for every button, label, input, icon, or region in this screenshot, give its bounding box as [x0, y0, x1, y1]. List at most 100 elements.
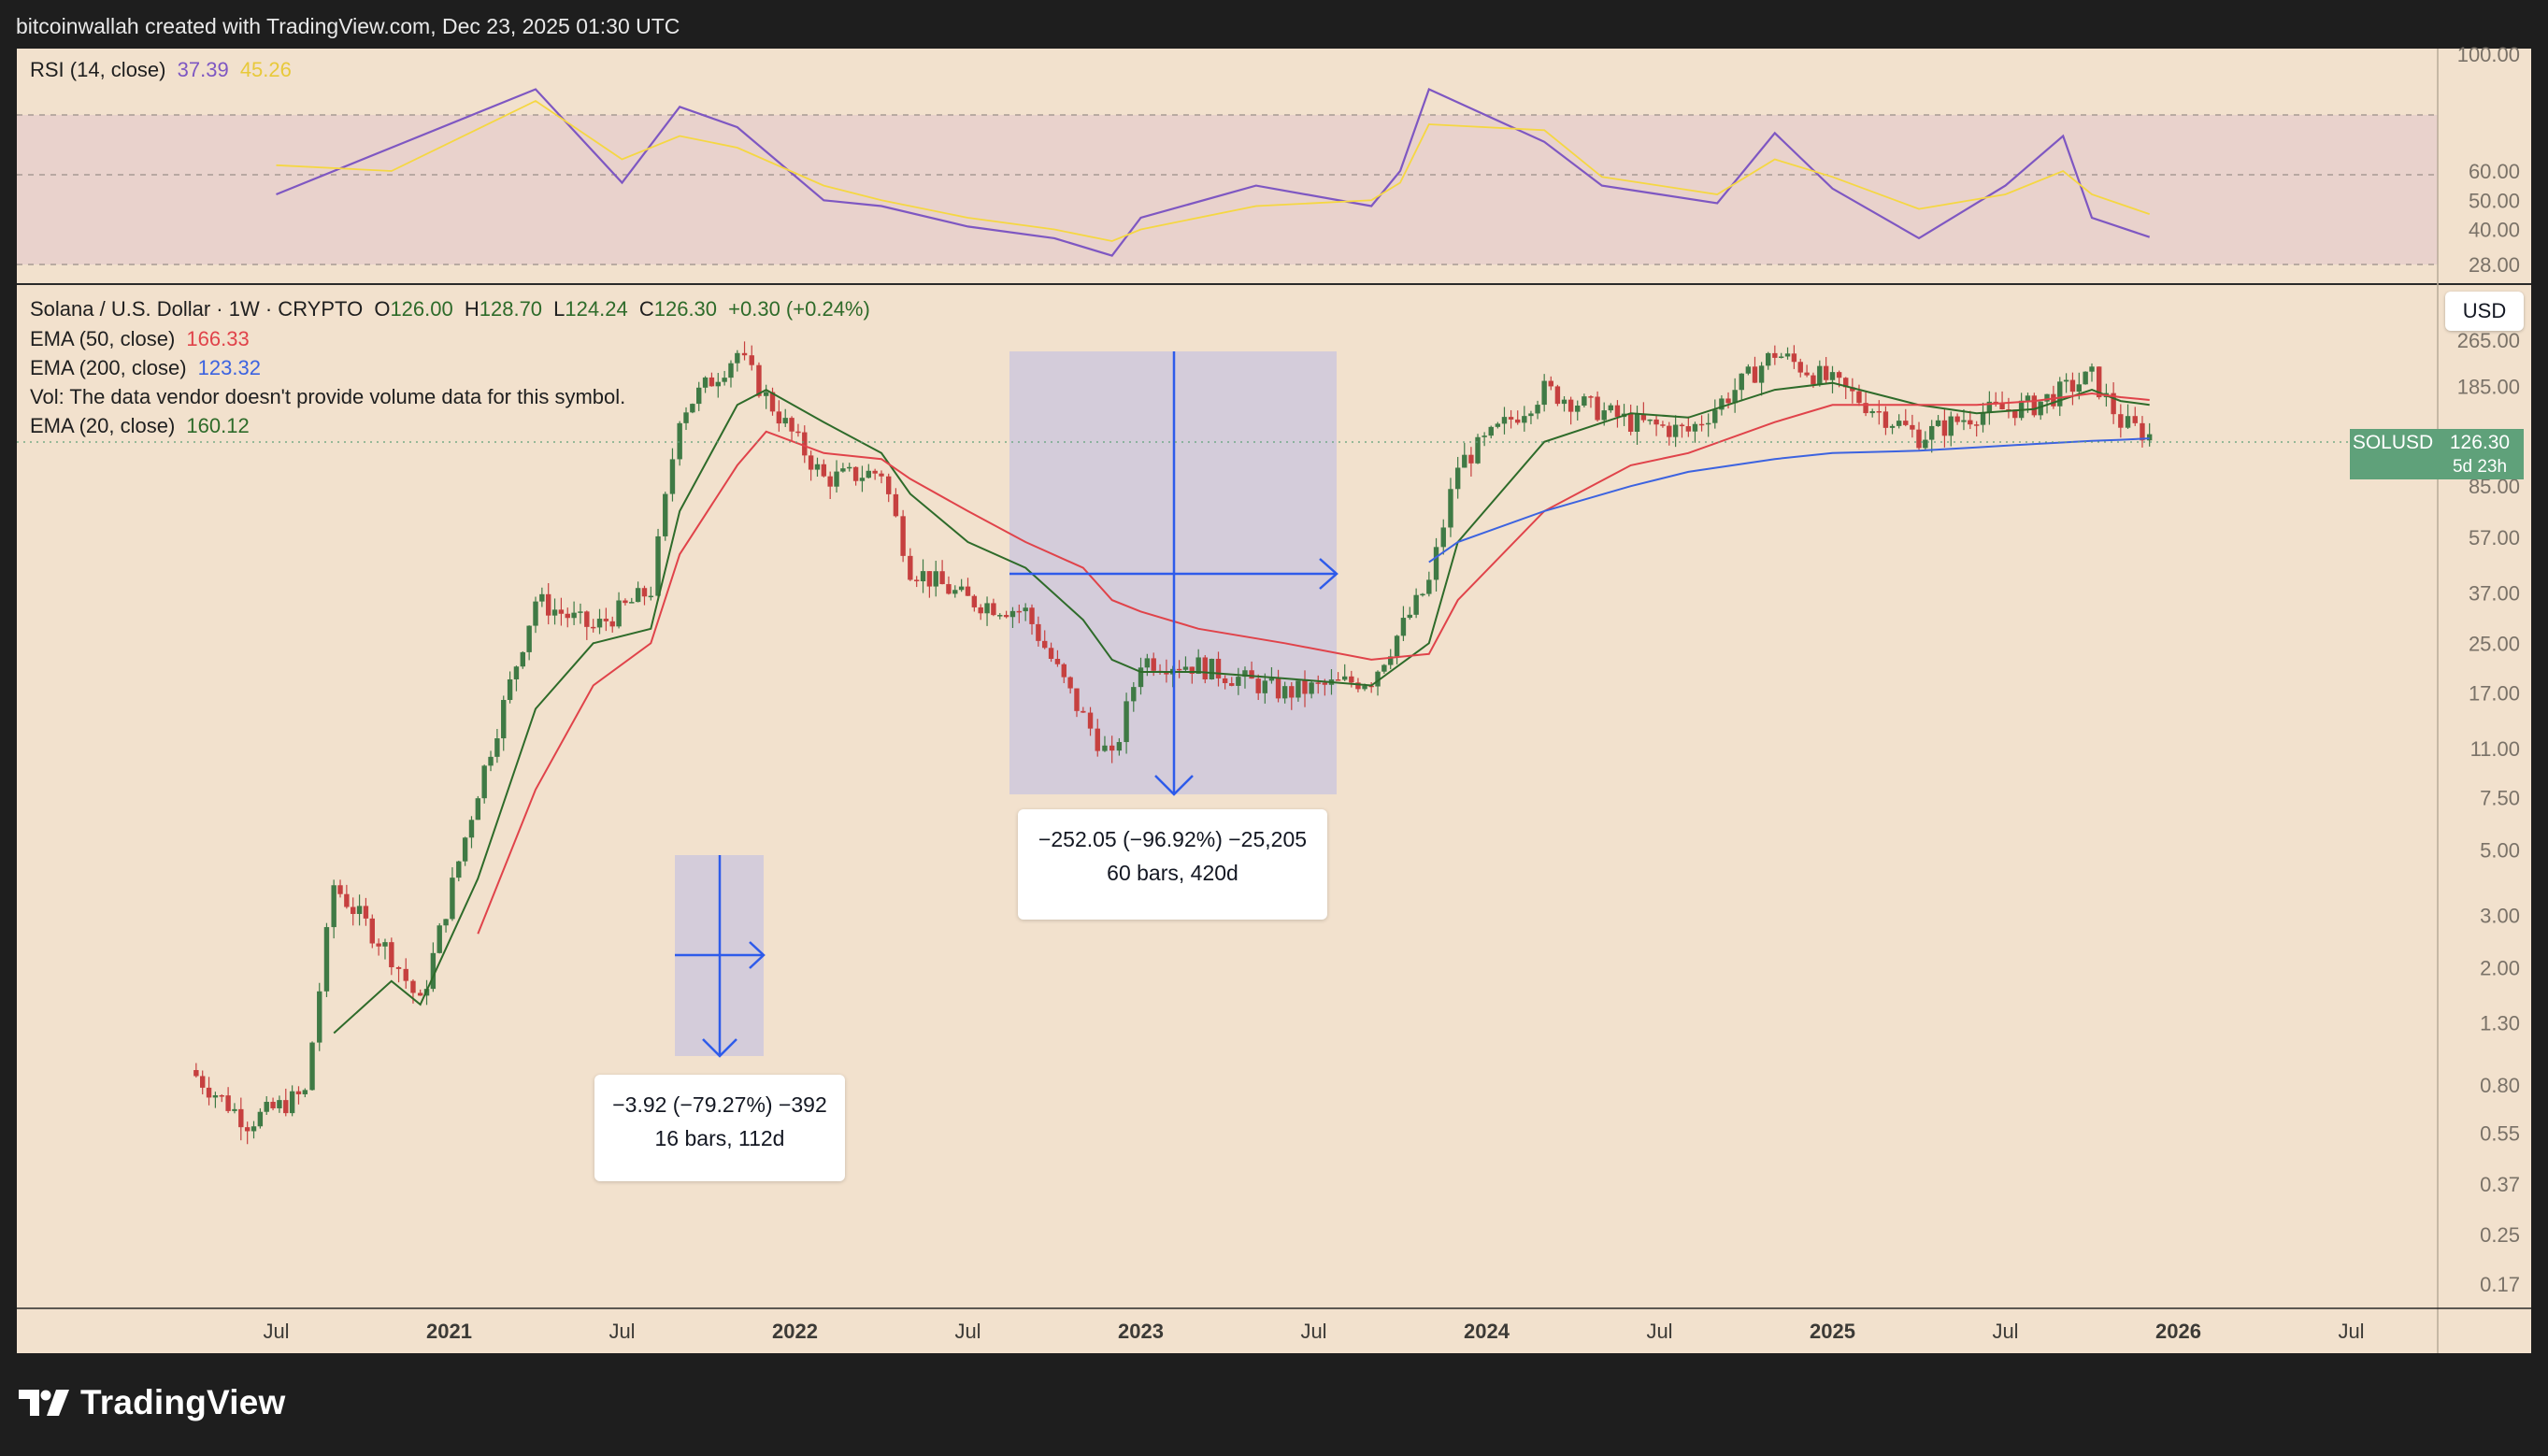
candle-body: [2057, 381, 2063, 407]
ema20-line: [333, 381, 2150, 1035]
candle-body: [749, 355, 754, 365]
candle-body: [1349, 676, 1354, 683]
candle-body: [1601, 410, 1607, 421]
candle-body: [1941, 420, 1948, 436]
candle-body: [351, 906, 356, 914]
ema50-value: 166.33: [186, 327, 250, 350]
candle-body: [1954, 416, 1960, 422]
candle-body: [1495, 423, 1501, 427]
candle-body: [629, 602, 635, 604]
candle-body: [1923, 439, 1928, 449]
candle-body: [1522, 416, 1527, 423]
ema50-legend[interactable]: EMA (50, close) 166.33: [30, 327, 255, 351]
candle-body: [1811, 375, 1816, 385]
ohlc-change: +0.30 (+0.24%): [728, 297, 870, 321]
candlestick-series: [193, 341, 2153, 1145]
rsi-line: [276, 87, 2151, 257]
candle-body: [571, 612, 577, 619]
time-tick-label: Jul: [1646, 1320, 1672, 1343]
candle-body: [1766, 352, 1771, 366]
candle-body: [356, 906, 363, 914]
candle-body: [1420, 593, 1425, 596]
price-tick-label: 265.00: [2457, 329, 2520, 352]
time-tick-label: Jul: [2338, 1320, 2364, 1343]
ema20-legend[interactable]: EMA (20, close) 160.12: [30, 414, 255, 438]
symbol-legend[interactable]: Solana / U.S. Dollar · 1W · CRYPTO O126.…: [30, 297, 876, 321]
candle-body: [1541, 380, 1547, 406]
candle-body: [603, 619, 609, 621]
candle-body: [1672, 424, 1679, 437]
candle-body: [1725, 398, 1731, 404]
candle-body: [1335, 679, 1341, 681]
ema200-legend[interactable]: EMA (200, close) 123.32: [30, 356, 266, 380]
candle-body: [1535, 405, 1540, 414]
candle-body: [965, 586, 971, 596]
price-tick-label: 25.00: [2469, 632, 2520, 655]
candle-body: [1712, 409, 1718, 423]
candle-body: [450, 878, 455, 920]
candle-body: [212, 1095, 219, 1098]
candle-body: [635, 588, 641, 603]
candle-body: [1151, 658, 1156, 671]
price-tick-label: 3.00: [2480, 905, 2520, 928]
candle-body: [1817, 365, 1823, 385]
candle-body: [2132, 416, 2138, 423]
ema20-label: EMA (20, close): [30, 414, 176, 437]
candle-body: [1588, 396, 1594, 398]
candle-body: [1281, 686, 1288, 699]
volume-legend[interactable]: Vol: The data vendor doesn't provide vol…: [30, 385, 631, 409]
candle-body: [1647, 419, 1653, 421]
candle-body: [1400, 618, 1407, 636]
candle-body: [763, 392, 769, 396]
candle-body: [382, 942, 388, 947]
candle-body: [1869, 411, 1875, 414]
currency-button[interactable]: USD: [2445, 292, 2524, 331]
candle-body: [1003, 615, 1009, 618]
candle-body: [1758, 365, 1765, 383]
candle-body: [578, 611, 583, 613]
candle-body: [2097, 366, 2102, 398]
candle-body: [193, 1070, 199, 1077]
candle-body: [1772, 352, 1778, 358]
candle-body: [859, 478, 866, 481]
candle-body: [1968, 420, 1973, 425]
candle-body: [702, 377, 709, 388]
candle-body: [1407, 614, 1412, 619]
candle-body: [769, 392, 776, 412]
candle-body: [1116, 742, 1123, 751]
candle-body: [782, 418, 788, 424]
rsi-tick-label: 50.00: [2469, 189, 2520, 212]
candle-body: [1355, 682, 1361, 690]
candle-body: [1986, 401, 1993, 413]
candle-body: [2051, 393, 2056, 407]
candle-body: [1302, 680, 1308, 694]
price-tick-label: 7.50: [2480, 787, 2520, 810]
ohlc-close: C126.30: [638, 297, 718, 321]
tradingview-logo[interactable]: TradingView: [19, 1383, 285, 1422]
candle-body: [893, 493, 899, 517]
rsi-tick-label: 28.00: [2469, 253, 2520, 277]
ema200-value: 123.32: [197, 356, 261, 379]
candle-body: [1215, 658, 1222, 678]
candle-body: [244, 1127, 251, 1132]
candle-body: [722, 378, 727, 382]
candle-body: [584, 611, 590, 627]
candle-body: [1016, 610, 1023, 613]
candle-body: [1054, 658, 1061, 664]
candle-body: [331, 885, 336, 928]
candle-body: [264, 1102, 269, 1112]
rsi-ma-value: 45.26: [239, 58, 292, 81]
time-tick-label: 2026: [2155, 1320, 2201, 1343]
candle-body: [1876, 411, 1882, 413]
candle-body: [789, 418, 794, 432]
candle-body: [683, 412, 689, 423]
candle-body: [821, 464, 827, 477]
candle-body: [2083, 371, 2088, 385]
candle-body: [971, 595, 978, 607]
price-tick-label: 1.30: [2480, 1012, 2520, 1035]
candle-body: [709, 377, 715, 387]
candle-body: [2025, 395, 2031, 401]
candle-body: [623, 600, 628, 604]
candle-body: [1916, 429, 1922, 449]
